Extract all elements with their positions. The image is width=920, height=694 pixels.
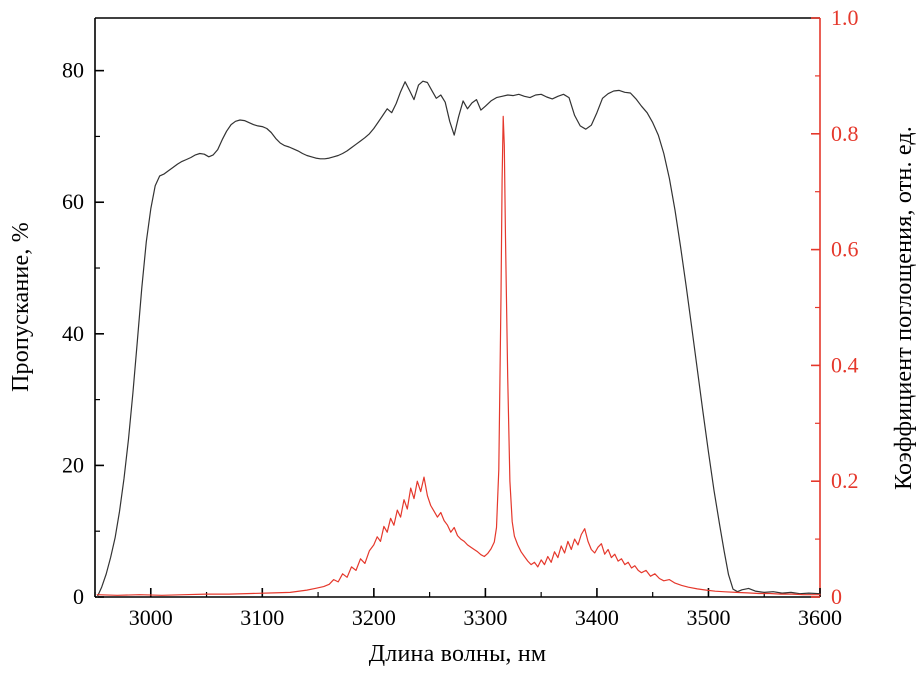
svg-text:80: 80 — [62, 58, 84, 83]
svg-text:0.4: 0.4 — [831, 352, 859, 377]
svg-text:3300: 3300 — [463, 605, 507, 630]
svg-text:3400: 3400 — [575, 605, 619, 630]
svg-text:3600: 3600 — [798, 605, 842, 630]
svg-text:1.0: 1.0 — [831, 5, 859, 30]
svg-text:3200: 3200 — [352, 605, 396, 630]
svg-text:60: 60 — [62, 189, 84, 214]
svg-text:0.2: 0.2 — [831, 468, 859, 493]
y-axis-title-right: Коэффициент поглощения, отн. ед. — [891, 125, 917, 490]
absorption-curve — [96, 115, 821, 596]
transmission-curve — [96, 80, 821, 598]
y-axis-title-left: Пропускание, % — [8, 222, 34, 393]
svg-text:0.8: 0.8 — [831, 121, 859, 146]
svg-text:3000: 3000 — [129, 605, 173, 630]
svg-text:40: 40 — [62, 321, 84, 346]
svg-text:20: 20 — [62, 452, 84, 477]
x-axis-title: Длина волны, нм — [368, 641, 547, 667]
svg-text:3100: 3100 — [240, 605, 284, 630]
svg-text:0.6: 0.6 — [831, 237, 859, 262]
svg-text:3500: 3500 — [686, 605, 730, 630]
svg-text:0: 0 — [73, 584, 84, 609]
svg-text:0: 0 — [831, 584, 842, 609]
